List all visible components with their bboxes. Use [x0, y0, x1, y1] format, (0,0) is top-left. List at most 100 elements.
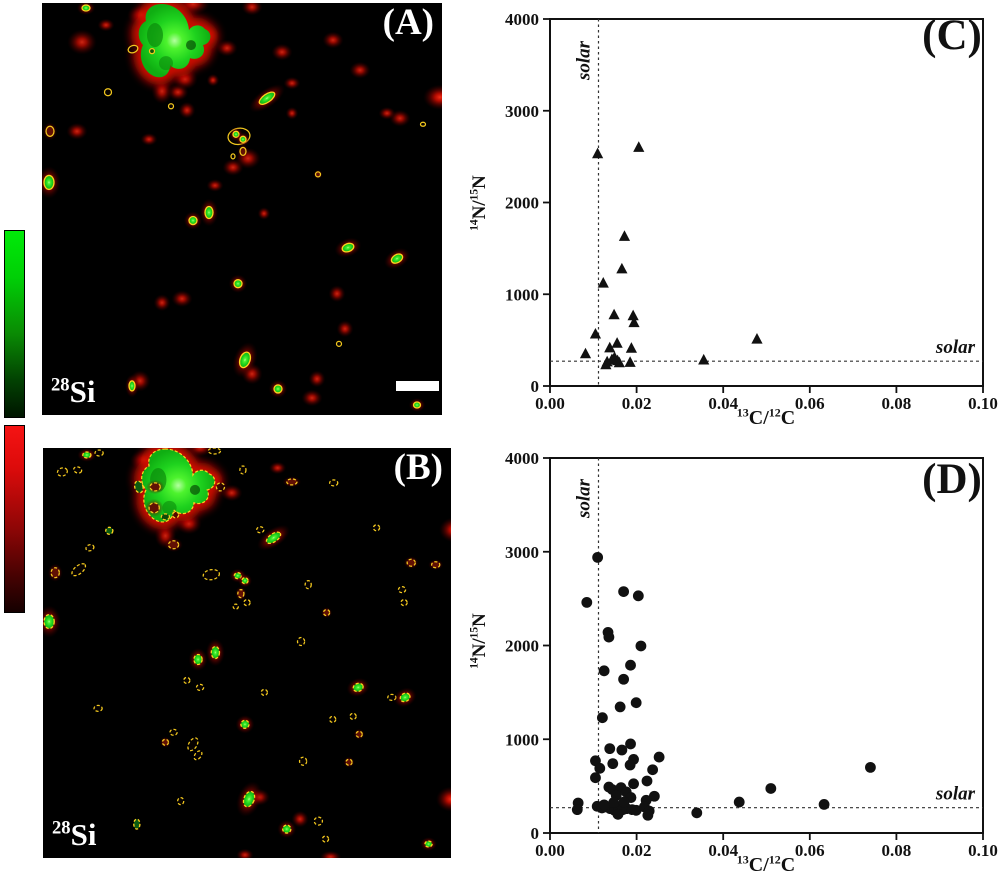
- scatter-point-triangle: [597, 277, 609, 288]
- scatter-point-circle: [624, 759, 636, 771]
- blob-texture: [189, 484, 201, 495]
- green-grain: [282, 824, 292, 834]
- roi-outline: [183, 676, 191, 685]
- red-si-hotspot: [269, 461, 287, 475]
- scatter-point-circle: [648, 790, 660, 802]
- roi-outline: [355, 730, 363, 738]
- scatter-point-circle: [642, 809, 654, 821]
- red-si-hotspot: [67, 29, 97, 55]
- scatter-point-circle: [865, 761, 876, 773]
- roi-outline: [148, 502, 160, 514]
- plot-frame: [549, 457, 984, 834]
- panel-d-plot-canvas: 0.00 0.02 0.04 0.06 0.08 0.10 0 1000 2000 3000 400…: [505, 449, 998, 860]
- scatter-point-triangle: [613, 356, 625, 368]
- big-blob-roi-outline: [141, 448, 216, 523]
- roi-outline: [345, 758, 353, 766]
- scatter-point-triangle: [579, 347, 592, 359]
- roi-outline: [328, 479, 339, 487]
- x-tick-label: 0.00: [535, 841, 565, 860]
- scatter-point-circle: [603, 631, 615, 643]
- scatter-point-circle: [625, 738, 636, 750]
- blob-texture: [159, 56, 173, 71]
- roi-outline: [73, 466, 83, 474]
- roi-outline: [400, 599, 408, 607]
- panel-a-image-canvas: [42, 3, 442, 412]
- roi-outline: [93, 704, 103, 712]
- y-tick-label: 2000: [505, 637, 539, 656]
- red-si-hotspot: [301, 389, 323, 407]
- roi-outline: [148, 47, 156, 55]
- scatter-point-triangle: [624, 356, 636, 367]
- solar-label-vertical: solar: [573, 478, 594, 519]
- scatter-point-circle: [594, 762, 606, 774]
- scatter-point-circle: [598, 665, 610, 677]
- y-tick-label: 4000: [505, 10, 539, 29]
- red-si-hotspot: [439, 517, 451, 543]
- roi-outline: [419, 121, 427, 127]
- roi-outline: [169, 728, 178, 736]
- isotope-label-28si: 28Si: [51, 374, 96, 409]
- scatter-point-circle: [818, 799, 830, 810]
- scatter-point-circle: [618, 673, 630, 685]
- x-axis-label: 13C/12C: [736, 405, 796, 429]
- red-si-hotspot: [257, 207, 271, 220]
- roi-outline: [50, 567, 60, 579]
- x-tick-label: 0.06: [795, 394, 825, 413]
- blob-texture: [147, 23, 163, 48]
- green-grain: [188, 215, 198, 226]
- green-grain: [258, 91, 276, 106]
- roi-outline: [215, 482, 226, 492]
- roi-outline: [193, 750, 203, 761]
- blob-texture: [186, 40, 196, 51]
- scatter-point-circle: [628, 778, 639, 790]
- y-tick-label: 2000: [505, 194, 539, 213]
- green-grain: [240, 719, 250, 729]
- roi-outline: [260, 688, 269, 697]
- red-si-hotspot: [322, 31, 344, 49]
- roi-outline: [406, 558, 416, 567]
- x-tick-label: 0.04: [708, 841, 738, 860]
- scatter-point-circle: [630, 697, 642, 709]
- scatter-point-triangle: [618, 230, 631, 241]
- red-si-hotspot: [151, 78, 173, 104]
- y-tick-label: 4000: [505, 449, 539, 468]
- scatter-point-triangle: [627, 309, 639, 321]
- roi-outline: [56, 467, 69, 477]
- green-grain: [239, 135, 247, 143]
- green-grain: [128, 380, 136, 392]
- roi-outline: [187, 737, 199, 752]
- roi-outline: [237, 589, 245, 599]
- scatter-point-triangle: [600, 358, 612, 370]
- roi-outline: [230, 153, 236, 160]
- green-grain: [412, 401, 422, 409]
- roi-outline: [103, 88, 113, 97]
- red-si-hotspot: [436, 786, 451, 812]
- scatter-point-triangle: [611, 337, 623, 348]
- x-tick-label: 0.10: [968, 394, 998, 413]
- green-grain: [133, 818, 141, 830]
- scatter-point-circle: [625, 659, 636, 671]
- roi-outline: [243, 599, 251, 607]
- scatter-point-circle: [614, 701, 626, 713]
- solar-label-horizontal: solar: [935, 337, 976, 358]
- green-grain: [204, 205, 214, 220]
- panel-a-label: (A): [382, 3, 434, 43]
- x-tick-label: 0.04: [708, 394, 738, 413]
- roi-outline: [322, 608, 331, 617]
- red-si-hotspot: [378, 106, 396, 120]
- scatter-point-circle: [647, 764, 659, 776]
- scatter-point-circle: [733, 796, 745, 808]
- red-si-hotspot: [241, 3, 263, 16]
- green-grain: [238, 351, 252, 369]
- scatter-point-triangle: [604, 341, 616, 353]
- red-si-hotspot: [349, 61, 371, 79]
- roi-outline: [202, 568, 221, 581]
- scatter-point-circle: [581, 596, 593, 608]
- panel-b-image-canvas: [43, 448, 451, 858]
- scatter-point-circle: [590, 772, 601, 784]
- x-tick-label: 0.06: [795, 841, 825, 860]
- green-grain: [105, 526, 114, 535]
- red-si-hotspot: [220, 484, 243, 502]
- green-grain: [43, 174, 55, 191]
